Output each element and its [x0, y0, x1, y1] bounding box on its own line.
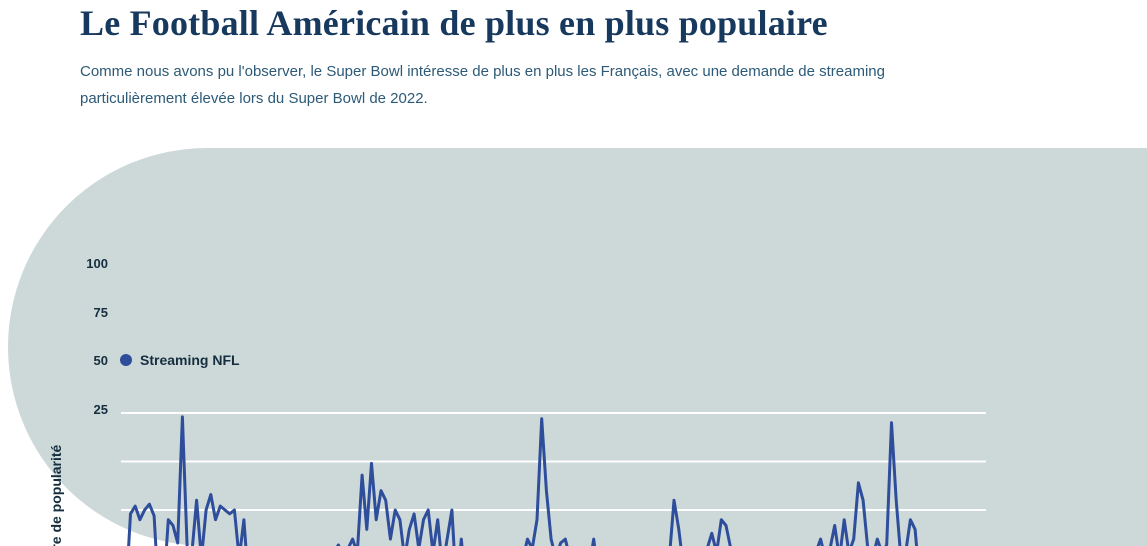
- y-tick-label: 75: [93, 304, 108, 320]
- y-axis-title: Score de popularité: [48, 444, 64, 546]
- legend-dot-icon: [120, 354, 132, 366]
- y-tick-label: 50: [93, 353, 108, 368]
- legend-label: Streaming NFL: [140, 352, 240, 368]
- line-chart: [121, 412, 986, 546]
- page-subtitle: Comme nous avons pu l'observer, le Super…: [80, 63, 885, 107]
- y-tick-label: 25: [93, 401, 108, 417]
- chart-panel: Streaming NFL Score de popularité 100 75 5…: [8, 148, 1147, 546]
- series-streaming-nfl: [127, 415, 919, 546]
- plot-area: [121, 412, 986, 546]
- page-title: Le Football Américain de plus en plus po…: [80, 3, 828, 43]
- chart-legend: Streaming NFL: [120, 352, 240, 368]
- y-tick-label: 100: [86, 256, 108, 271]
